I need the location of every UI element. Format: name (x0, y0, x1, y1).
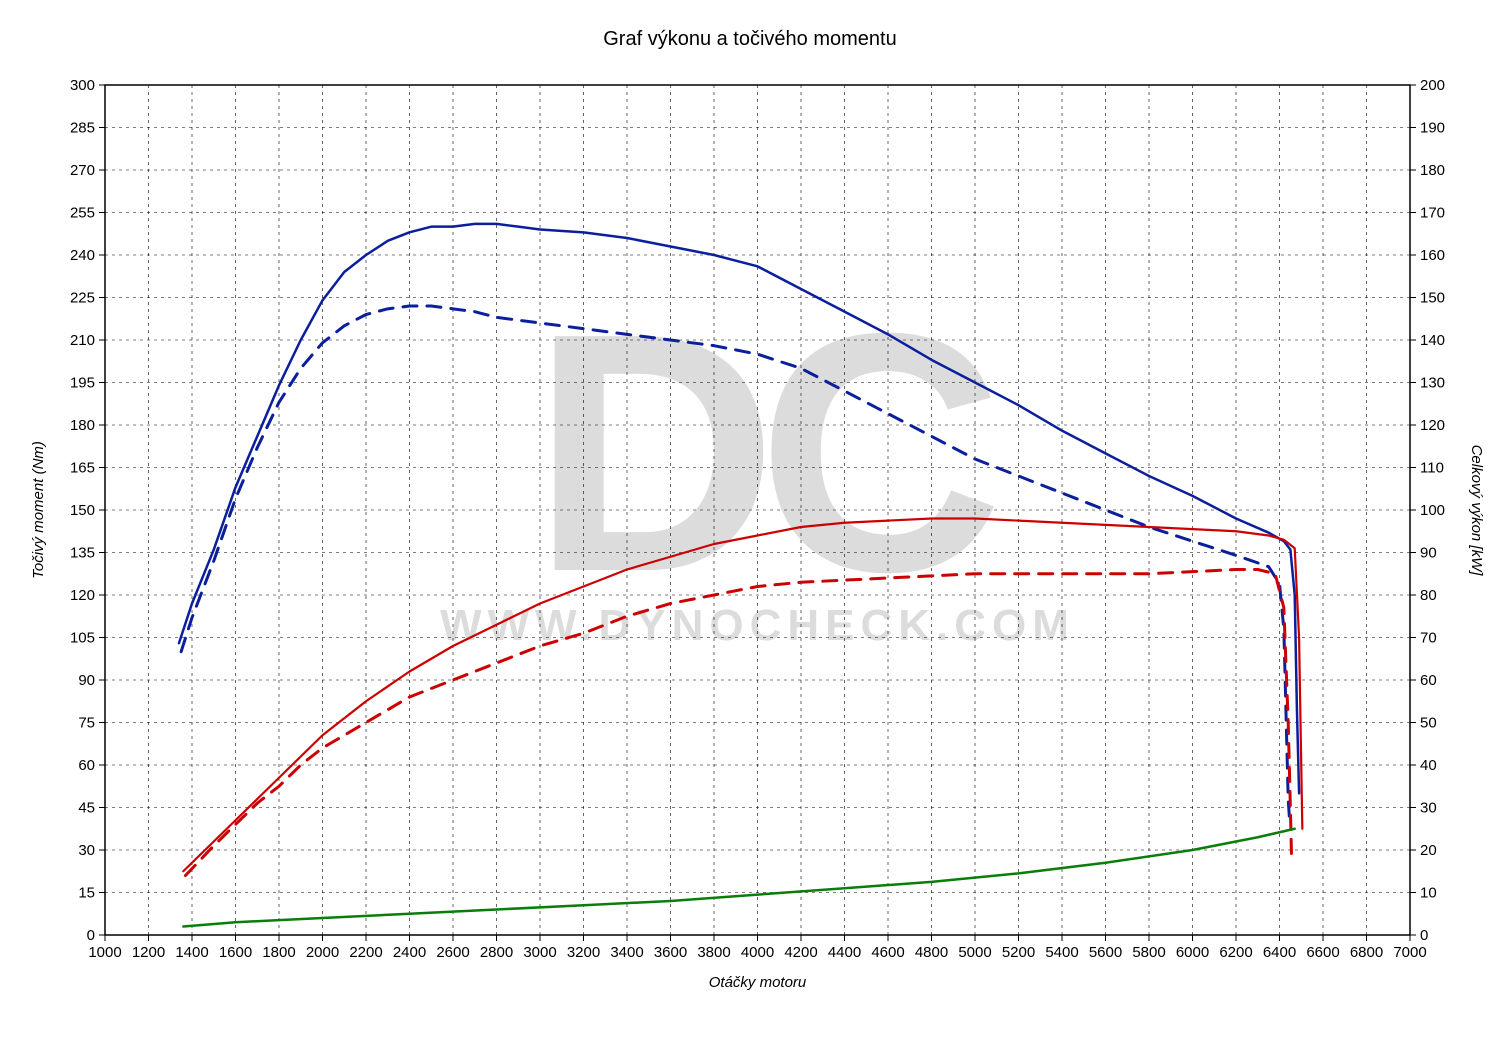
xtick-label: 6400 (1263, 944, 1296, 961)
xtick-label: 3000 (523, 944, 556, 961)
ytick-right-label: 30 (1420, 800, 1437, 817)
ytick-left-label: 75 (78, 715, 95, 732)
ytick-left-label: 15 (78, 885, 95, 902)
ytick-right-label: 80 (1420, 587, 1437, 604)
ytick-left-label: 195 (70, 375, 95, 392)
xtick-label: 4000 (741, 944, 774, 961)
xtick-label: 1600 (219, 944, 252, 961)
xtick-label: 3800 (697, 944, 730, 961)
dyno-chart: DCWWW.DYNOCHECK.COM100012001400160018002… (0, 0, 1500, 1040)
xtick-label: 6200 (1219, 944, 1252, 961)
ytick-left-label: 255 (70, 205, 95, 222)
ytick-right-label: 140 (1420, 332, 1445, 349)
ytick-left-label: 30 (78, 842, 95, 859)
ytick-right-label: 50 (1420, 715, 1437, 732)
y-left-label: Točivý moment (Nm) (30, 441, 47, 579)
xtick-label: 4400 (828, 944, 861, 961)
xtick-label: 2600 (436, 944, 469, 961)
xtick-label: 6600 (1306, 944, 1339, 961)
chart-title: Graf výkonu a točivého momentu (603, 28, 896, 50)
xtick-label: 1400 (175, 944, 208, 961)
xtick-label: 1800 (262, 944, 295, 961)
xtick-label: 6800 (1350, 944, 1383, 961)
ytick-left-label: 45 (78, 800, 95, 817)
x-axis-label: Otáčky motoru (709, 974, 807, 991)
ytick-left-label: 0 (87, 927, 95, 944)
ytick-left-label: 150 (70, 502, 95, 519)
ytick-left-label: 105 (70, 630, 95, 647)
ytick-right-label: 150 (1420, 290, 1445, 307)
ytick-left-label: 240 (70, 247, 95, 264)
ytick-left-label: 165 (70, 460, 95, 477)
ytick-right-label: 180 (1420, 162, 1445, 179)
xtick-label: 4800 (915, 944, 948, 961)
ytick-right-label: 70 (1420, 630, 1437, 647)
ytick-left-label: 135 (70, 545, 95, 562)
ytick-right-label: 110 (1420, 460, 1444, 477)
ytick-left-label: 225 (70, 290, 95, 307)
ytick-right-label: 190 (1420, 120, 1445, 137)
ytick-left-label: 60 (78, 757, 95, 774)
ytick-right-label: 0 (1420, 927, 1428, 944)
xtick-label: 5600 (1089, 944, 1122, 961)
ytick-left-label: 90 (78, 672, 95, 689)
xtick-label: 2200 (349, 944, 382, 961)
ytick-right-label: 170 (1420, 205, 1445, 222)
ytick-right-label: 160 (1420, 247, 1445, 264)
xtick-label: 2800 (480, 944, 513, 961)
ytick-left-label: 270 (70, 162, 95, 179)
ytick-left-label: 120 (70, 587, 95, 604)
ytick-right-label: 40 (1420, 757, 1437, 774)
xtick-label: 5400 (1045, 944, 1078, 961)
ytick-right-label: 90 (1420, 545, 1437, 562)
ytick-right-label: 130 (1420, 375, 1445, 392)
xtick-label: 3200 (567, 944, 600, 961)
xtick-label: 5200 (1002, 944, 1035, 961)
ytick-right-label: 20 (1420, 842, 1437, 859)
xtick-label: 6000 (1176, 944, 1209, 961)
y-right-label: Celkový výkon [kW] (1468, 445, 1485, 577)
ytick-right-label: 200 (1420, 77, 1445, 94)
xtick-label: 1200 (132, 944, 165, 961)
ytick-right-label: 120 (1420, 417, 1445, 434)
ytick-left-label: 285 (70, 120, 95, 137)
xtick-label: 4600 (871, 944, 904, 961)
xtick-label: 4200 (784, 944, 817, 961)
xtick-label: 2000 (306, 944, 339, 961)
ytick-left-label: 180 (70, 417, 95, 434)
xtick-label: 7000 (1393, 944, 1426, 961)
xtick-label: 5000 (958, 944, 991, 961)
ytick-right-label: 100 (1420, 502, 1445, 519)
ytick-left-label: 210 (70, 332, 95, 349)
xtick-label: 3600 (654, 944, 687, 961)
ytick-right-label: 60 (1420, 672, 1437, 689)
ytick-right-label: 10 (1420, 885, 1437, 902)
xtick-label: 5800 (1132, 944, 1165, 961)
ytick-left-label: 300 (70, 77, 95, 94)
xtick-label: 2400 (393, 944, 426, 961)
xtick-label: 1000 (88, 944, 121, 961)
xtick-label: 3400 (610, 944, 643, 961)
